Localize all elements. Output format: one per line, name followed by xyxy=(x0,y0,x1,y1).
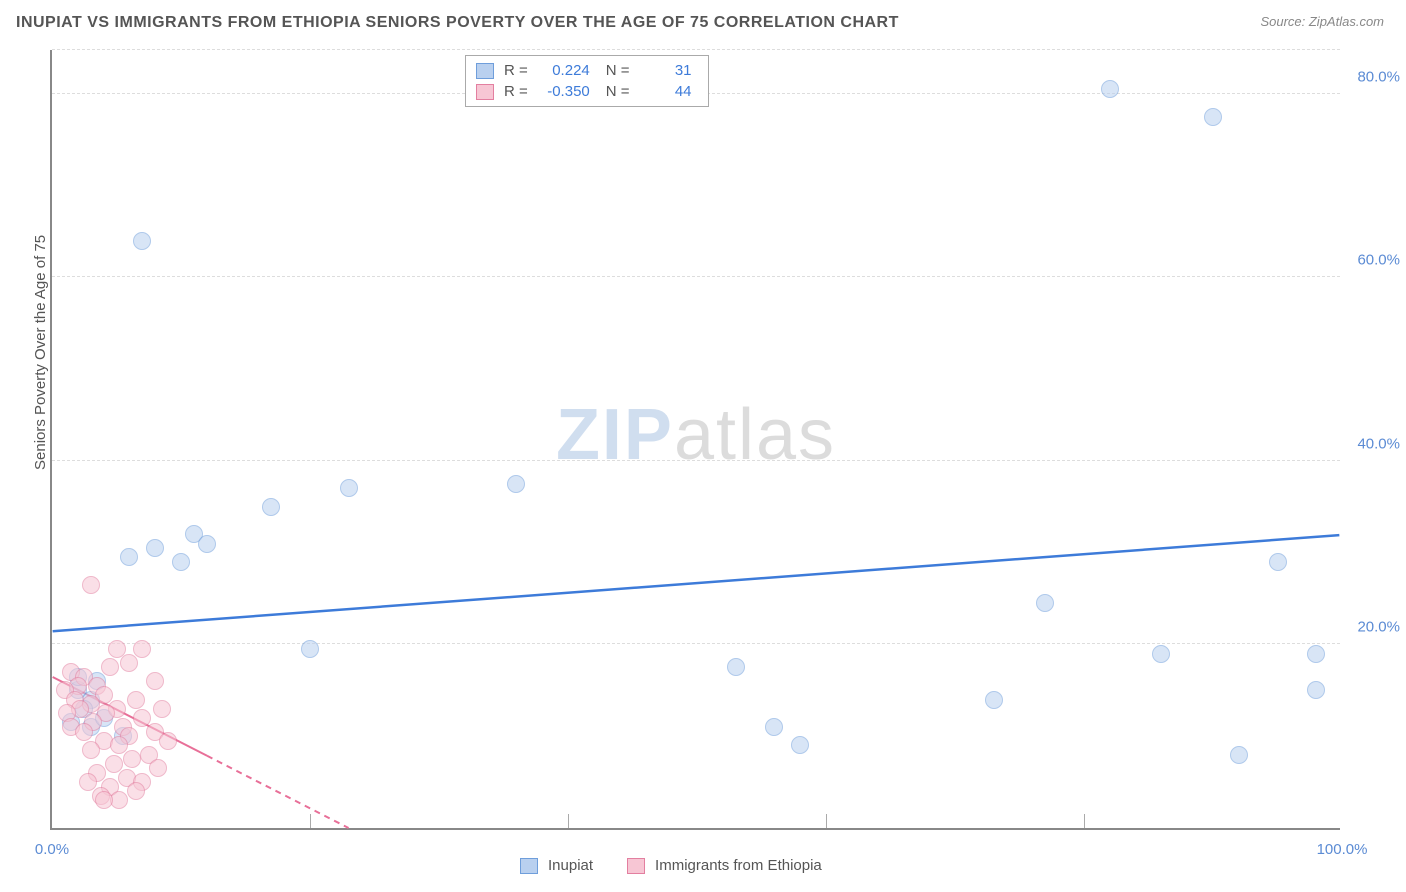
data-point xyxy=(985,691,1003,709)
data-point xyxy=(172,553,190,571)
data-point xyxy=(1152,645,1170,663)
r-label: R = xyxy=(500,83,532,100)
x-tick-label: 0.0% xyxy=(35,841,69,858)
data-point xyxy=(101,658,119,676)
data-point xyxy=(507,475,525,493)
series-legend: Inupiat Immigrants from Ethiopia xyxy=(520,857,822,874)
data-point xyxy=(146,672,164,690)
gridline-h xyxy=(52,643,1340,644)
data-point xyxy=(301,640,319,658)
y-tick-label: 20.0% xyxy=(1357,619,1400,636)
chart-container: INUPIAT VS IMMIGRANTS FROM ETHIOPIA SENI… xyxy=(0,0,1406,892)
data-point xyxy=(1307,645,1325,663)
data-point xyxy=(159,732,177,750)
data-point xyxy=(120,654,138,672)
data-point xyxy=(82,576,100,594)
data-point xyxy=(1204,108,1222,126)
y-tick-label: 40.0% xyxy=(1357,435,1400,452)
data-point xyxy=(110,791,128,809)
x-tick-mark xyxy=(310,814,311,828)
n-label: N = xyxy=(602,83,634,100)
chart-title: INUPIAT VS IMMIGRANTS FROM ETHIOPIA SENI… xyxy=(16,14,899,32)
x-tick-mark xyxy=(568,814,569,828)
n-value: 44 xyxy=(640,83,698,100)
plot-area: ZIPatlas 20.0%40.0%60.0%80.0%0.0%100.0% xyxy=(50,50,1340,830)
data-point xyxy=(127,782,145,800)
watermark-zip: ZIP xyxy=(556,395,674,475)
legend-label: Inupiat xyxy=(548,857,593,874)
gridline-h xyxy=(52,276,1340,277)
correlation-row: R = 0.224 N = 31 xyxy=(476,60,698,81)
r-label: R = xyxy=(500,62,532,79)
data-point xyxy=(1101,80,1119,98)
data-point xyxy=(75,723,93,741)
r-value: -0.350 xyxy=(538,83,596,100)
correlation-row: R = -0.350 N = 44 xyxy=(476,81,698,102)
data-point xyxy=(1230,746,1248,764)
data-point xyxy=(198,535,216,553)
r-value: 0.224 xyxy=(538,62,596,79)
data-point xyxy=(727,658,745,676)
n-value: 31 xyxy=(640,62,698,79)
data-point xyxy=(149,759,167,777)
y-tick-label: 80.0% xyxy=(1357,68,1400,85)
gridline-h xyxy=(52,49,1340,50)
legend-swatch-inupiat xyxy=(520,858,538,874)
y-tick-label: 60.0% xyxy=(1357,252,1400,269)
x-tick-label: 100.0% xyxy=(1317,841,1368,858)
data-point xyxy=(1307,681,1325,699)
data-point xyxy=(765,718,783,736)
chart-source: Source: ZipAtlas.com xyxy=(1260,14,1384,29)
x-tick-mark xyxy=(1084,814,1085,828)
data-point xyxy=(153,700,171,718)
data-point xyxy=(262,498,280,516)
watermark: ZIPatlas xyxy=(556,394,836,476)
gridline-h xyxy=(52,460,1340,461)
data-point xyxy=(340,479,358,497)
data-point xyxy=(133,232,151,250)
data-point xyxy=(1269,553,1287,571)
n-label: N = xyxy=(602,62,634,79)
data-point xyxy=(791,736,809,754)
data-point xyxy=(1036,594,1054,612)
y-axis-label: Seniors Poverty Over the Age of 75 xyxy=(32,235,49,470)
data-point xyxy=(133,640,151,658)
legend-swatch-ethiopia xyxy=(627,858,645,874)
data-point xyxy=(146,539,164,557)
data-point xyxy=(95,791,113,809)
correlation-legend: R = 0.224 N = 31 R = -0.350 N = 44 xyxy=(465,55,709,107)
x-tick-mark xyxy=(826,814,827,828)
data-point xyxy=(127,691,145,709)
legend-swatch-ethiopia xyxy=(476,84,494,100)
data-point xyxy=(82,741,100,759)
legend-label: Immigrants from Ethiopia xyxy=(655,857,822,874)
watermark-atlas: atlas xyxy=(674,395,836,475)
data-point xyxy=(123,750,141,768)
data-point xyxy=(120,548,138,566)
trend-lines xyxy=(52,50,1340,828)
legend-swatch-inupiat xyxy=(476,63,494,79)
